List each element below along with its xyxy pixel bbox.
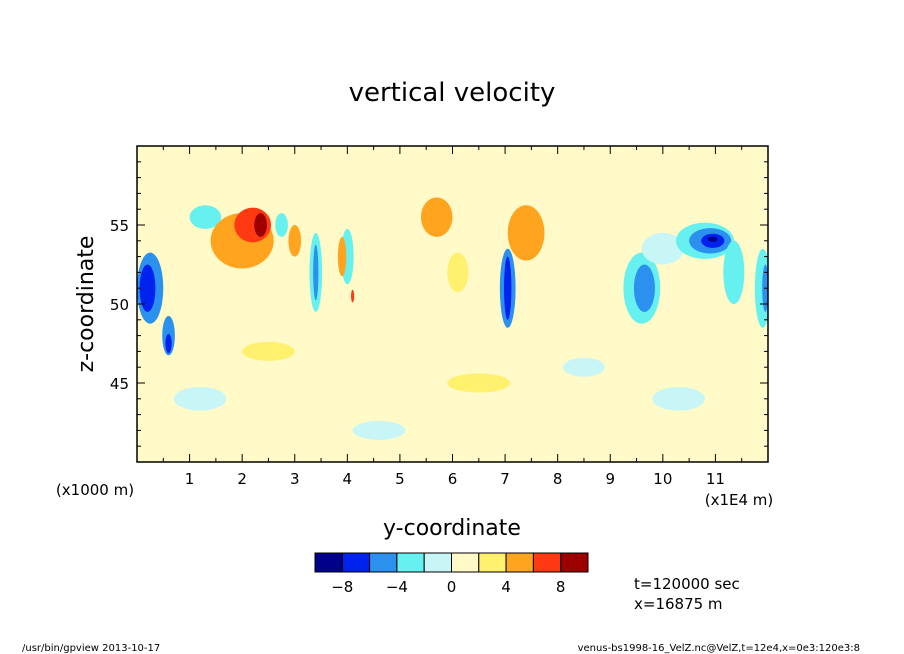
x-tick-label: 11	[706, 470, 725, 488]
position-annotation: x=16875 m	[634, 595, 723, 613]
colorbar: −8 −4 0 4 8	[314, 552, 589, 596]
contour-region-33	[652, 386, 705, 411]
colorbar-swatch	[505, 552, 534, 573]
x-tick-label: 5	[395, 470, 405, 488]
x-tick-label: 8	[553, 470, 563, 488]
y-tick-label: 45	[110, 375, 129, 393]
x-axis-title: y-coordinate	[383, 516, 521, 541]
contour-region-4	[189, 205, 222, 229]
time-annotation: t=120000 sec	[634, 575, 740, 593]
chart-title: vertical velocity	[349, 78, 556, 108]
colorbar-swatch	[478, 552, 507, 573]
contour-region-18	[504, 256, 512, 320]
contour-region-7	[254, 213, 267, 237]
x-tick-label: 1	[185, 470, 195, 488]
contour-region-19	[507, 205, 545, 261]
x-tick-label: 6	[448, 470, 458, 488]
contour-region-3	[165, 334, 172, 353]
contour-region-21	[633, 264, 655, 312]
contour-region-8	[275, 213, 288, 237]
contour-region-11	[313, 244, 319, 301]
contour-region-30	[173, 386, 227, 411]
colorbar-label: 4	[501, 578, 511, 596]
contour-region-34	[242, 341, 295, 361]
y-tick-label: 50	[110, 296, 129, 314]
x-tick-label: 4	[343, 470, 353, 488]
plot-background	[137, 146, 768, 462]
footer-left: /usr/bin/gpview 2013-10-17	[22, 643, 160, 654]
y-tick-label: 55	[110, 217, 129, 235]
colorbar-label: 8	[556, 578, 566, 596]
x-tick-label: 9	[605, 470, 615, 488]
velocity-field	[137, 197, 768, 440]
colorbar-swatch	[560, 552, 589, 573]
contour-region-14	[351, 289, 355, 303]
colorbar-swatch	[314, 552, 343, 573]
contour-region-27	[723, 240, 745, 304]
colorbar-swatch	[369, 552, 398, 573]
colorbar-swatch	[396, 552, 425, 573]
colorbar-swatch	[423, 552, 453, 573]
colorbar-swatch	[341, 552, 371, 573]
footer-right: venus-bs1998-16_VelZ.nc@VelZ,t=12e4,x=0e…	[578, 643, 860, 654]
contour-region-35	[447, 373, 511, 393]
contour-region-31	[352, 420, 406, 440]
x-unit-right: (x1E4 m)	[705, 491, 774, 509]
x-tick-label: 10	[653, 470, 672, 488]
colorbar-label: −8	[331, 578, 353, 596]
contour-region-13	[337, 236, 347, 277]
colorbar-label: −4	[386, 578, 408, 596]
contour-region-26	[708, 236, 718, 242]
contour-region-22	[641, 232, 684, 265]
contour-region-15	[420, 197, 453, 237]
x-axis: 1 2 3 4 5 6 7 8 9 10 11	[136, 146, 769, 488]
contour-region-32	[562, 357, 605, 377]
contour-region-9	[288, 225, 302, 257]
contour-region-16	[447, 252, 469, 293]
colorbar-swatch	[451, 552, 480, 573]
y-axis-title: z-coordinate	[74, 236, 99, 373]
x-unit-left: (x1000 m)	[56, 481, 134, 499]
x-tick-label: 3	[290, 470, 300, 488]
colorbar-label: 0	[447, 578, 457, 596]
plot-area	[136, 145, 769, 463]
contour-region-1	[139, 264, 156, 312]
x-tick-label: 7	[500, 470, 510, 488]
colorbar-swatch	[532, 552, 562, 573]
x-tick-label: 2	[237, 470, 247, 488]
y-axis: 45 50 55	[110, 161, 768, 447]
